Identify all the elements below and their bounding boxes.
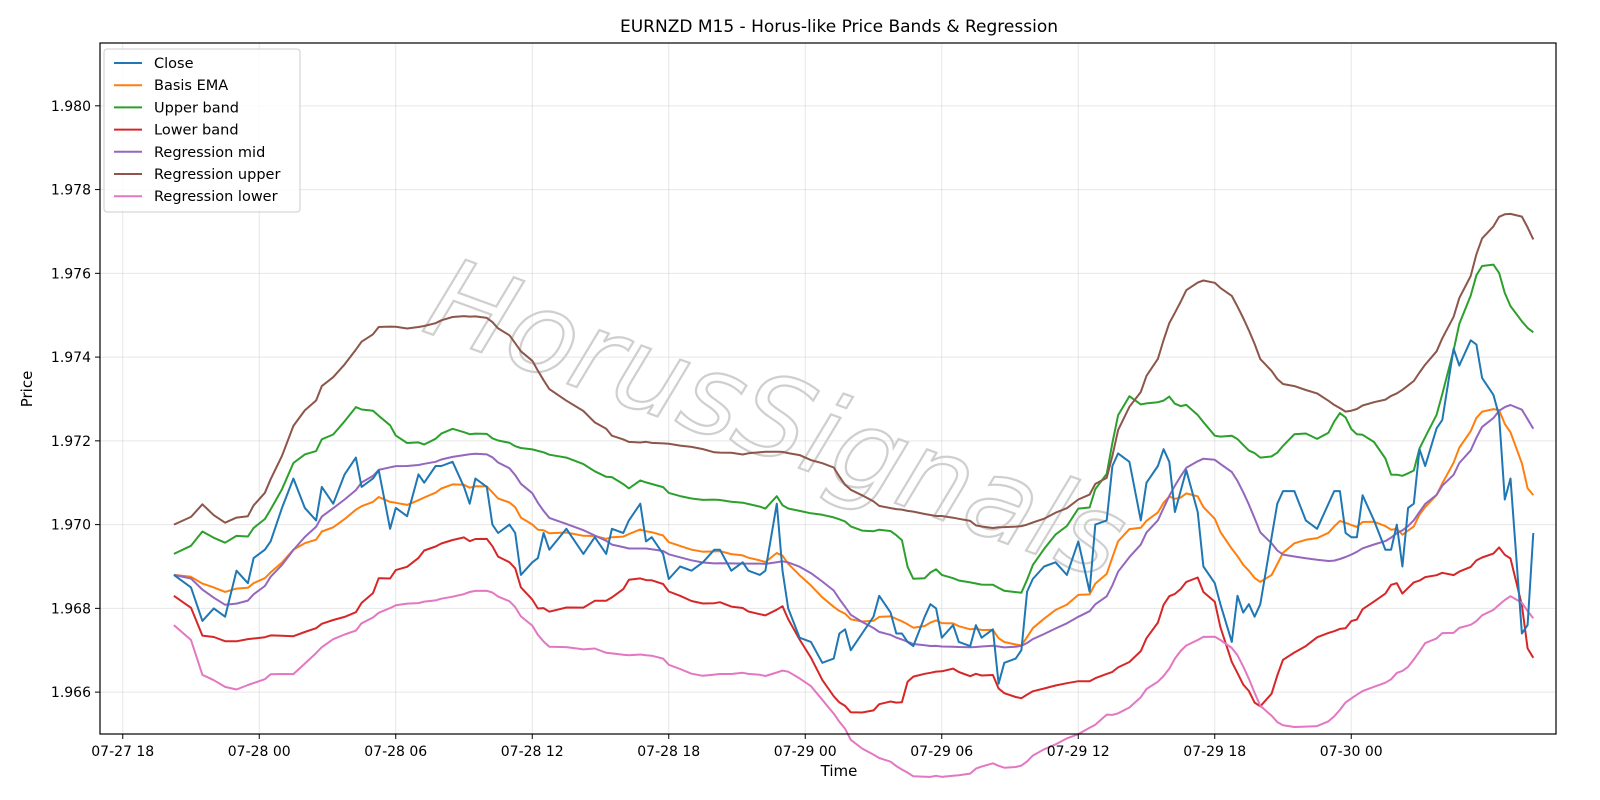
series-line-close [173,339,1535,685]
plot-frame [99,42,1557,735]
y-tick-label: 1.968 [51,601,91,617]
grid [100,43,1556,734]
y-tick-label: 1.966 [51,685,91,701]
x-axis-label: Time [820,762,858,780]
x-tick-label: 07-30 00 [1320,744,1383,760]
y-tick-label: 1.970 [51,518,91,534]
x-axis: 07-27 18 07-28 00 07-28 06 07-28 12 07-28 18… [91,734,1383,760]
x-tick-label: 07-27 18 [91,744,154,760]
plot-area: HorusSignals [99,42,1557,778]
legend-label: Lower band [154,123,239,139]
y-axis-label: Price [18,371,36,408]
series-line-basis-ema [173,408,1535,647]
chart-title: EURNZD M15 - Horus-like Price Bands & Re… [620,17,1058,37]
plot-background [100,43,1556,734]
legend: Close Basis EMA Upper band Lower band Regres… [103,48,301,213]
x-tick-label: 07-28 18 [637,744,700,760]
legend-label: Regression lower [154,189,278,205]
legend-label: Upper band [154,100,239,116]
x-tick-label: 07-29 12 [1047,744,1110,760]
series-line-regression-upper [173,212,1535,529]
x-tick-label: 07-29 00 [774,744,837,760]
series-line-regression-lower [173,589,1535,778]
x-tick-label: 07-28 06 [364,744,427,760]
legend-label: Regression upper [154,167,280,183]
series-line-lower-band [173,536,1535,714]
legend-box [103,48,301,213]
y-axis: 1.966 1.968 1.970 1.972 1.974 1.976 1.978 1.980 [51,99,100,701]
y-tick-label: 1.972 [51,434,91,450]
legend-label: Regression mid [154,145,265,161]
x-tick-label: 07-28 12 [501,744,564,760]
series-layer [173,212,1535,778]
y-tick-label: 1.980 [51,99,91,115]
x-tick-label: 07-28 00 [228,744,291,760]
legend-label: Close [154,56,194,72]
x-tick-label: 07-29 18 [1183,744,1246,760]
x-tick-label: 07-29 06 [910,744,973,760]
y-tick-label: 1.976 [51,266,91,282]
y-tick-label: 1.974 [51,350,91,366]
legend-label: Basis EMA [154,78,228,94]
y-tick-label: 1.978 [51,183,91,199]
series-line-upper-band [173,263,1534,594]
